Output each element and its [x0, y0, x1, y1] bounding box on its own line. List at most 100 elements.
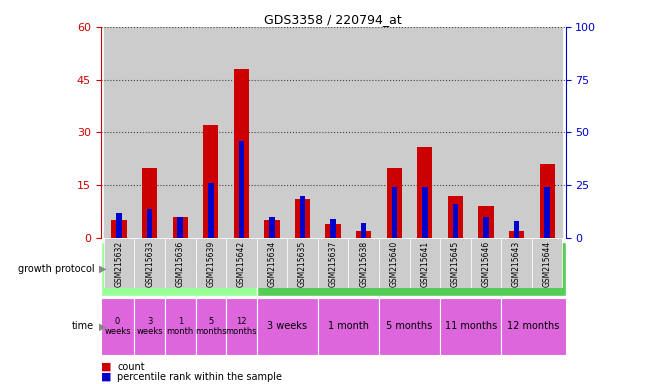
Text: count: count	[117, 362, 144, 372]
Bar	[239, 141, 244, 238]
Text: GSM215635: GSM215635	[298, 240, 307, 287]
Text: 5
months: 5 months	[195, 317, 227, 336]
Bar	[269, 217, 275, 238]
Bar	[379, 27, 410, 238]
Bar	[104, 238, 135, 288]
Text: GSM215639: GSM215639	[206, 240, 215, 287]
Bar	[101, 242, 257, 296]
Text: GSM215646: GSM215646	[482, 240, 491, 287]
Bar	[422, 187, 428, 238]
Bar	[257, 27, 287, 238]
Text: percentile rank within the sample: percentile rank within the sample	[117, 372, 282, 382]
Bar	[135, 298, 165, 355]
Bar	[448, 196, 463, 238]
Text: GSM215633: GSM215633	[145, 240, 154, 287]
Bar	[147, 209, 152, 238]
Text: GSM215644: GSM215644	[543, 240, 552, 287]
Text: 5 months: 5 months	[387, 321, 433, 331]
Bar	[142, 168, 157, 238]
Title: GDS3358 / 220794_at: GDS3358 / 220794_at	[265, 13, 402, 26]
Bar	[501, 238, 532, 288]
Text: GSM215642: GSM215642	[237, 240, 246, 287]
Text: androgen-deprived: androgen-deprived	[358, 264, 465, 274]
Bar	[410, 238, 440, 288]
Bar	[387, 168, 402, 238]
Bar	[300, 196, 306, 238]
Bar	[440, 27, 471, 238]
Text: 1
month: 1 month	[166, 317, 194, 336]
Bar	[471, 238, 501, 288]
Bar	[226, 298, 257, 355]
Bar	[234, 69, 249, 238]
Text: GSM215641: GSM215641	[421, 240, 430, 287]
Bar	[203, 126, 218, 238]
Text: 12
months: 12 months	[226, 317, 257, 336]
Bar	[348, 238, 379, 288]
Bar	[509, 231, 524, 238]
Text: GSM215645: GSM215645	[451, 240, 460, 287]
Bar	[452, 204, 458, 238]
Bar	[287, 238, 318, 288]
Bar	[540, 164, 555, 238]
Text: 12 months: 12 months	[507, 321, 560, 331]
Bar	[318, 298, 379, 355]
Bar	[532, 27, 562, 238]
Bar	[116, 213, 122, 238]
Bar	[361, 223, 367, 238]
Bar	[318, 27, 348, 238]
Bar	[478, 207, 493, 238]
Bar	[348, 27, 379, 238]
Bar	[173, 217, 188, 238]
Bar	[356, 231, 371, 238]
Bar	[330, 219, 336, 238]
Bar	[440, 238, 471, 288]
Text: GSM215638: GSM215638	[359, 240, 368, 287]
Bar	[135, 238, 165, 288]
Bar	[379, 238, 410, 288]
Bar	[379, 298, 440, 355]
Text: ■: ■	[101, 372, 111, 382]
Bar	[501, 27, 532, 238]
Text: GSM215636: GSM215636	[176, 240, 185, 287]
Bar	[226, 238, 257, 288]
Bar	[165, 298, 196, 355]
Bar	[265, 220, 279, 238]
Bar	[257, 242, 566, 296]
Text: control: control	[159, 264, 198, 274]
Bar	[208, 183, 214, 238]
Bar	[295, 199, 310, 238]
Bar	[532, 238, 562, 288]
Bar	[135, 27, 165, 238]
Bar	[196, 27, 226, 238]
Text: ▶: ▶	[99, 321, 107, 331]
Bar	[440, 298, 501, 355]
Text: 3 weeks: 3 weeks	[267, 321, 307, 331]
Bar	[545, 187, 550, 238]
Bar	[257, 238, 287, 288]
Bar	[287, 27, 318, 238]
Bar	[165, 27, 196, 238]
Bar	[101, 298, 135, 355]
Bar	[196, 238, 226, 288]
Text: ▶: ▶	[99, 264, 107, 274]
Bar	[501, 298, 566, 355]
Text: 11 months: 11 months	[445, 321, 497, 331]
Text: GSM215632: GSM215632	[114, 240, 124, 287]
Bar	[410, 27, 440, 238]
Text: time: time	[72, 321, 94, 331]
Bar	[514, 221, 519, 238]
Bar	[318, 238, 348, 288]
Text: GSM215634: GSM215634	[267, 240, 276, 287]
Bar	[257, 298, 318, 355]
Text: growth protocol: growth protocol	[18, 264, 94, 274]
Bar	[471, 27, 501, 238]
Bar	[111, 220, 127, 238]
Bar	[196, 298, 226, 355]
Bar	[326, 224, 341, 238]
Bar	[483, 217, 489, 238]
Bar	[391, 187, 397, 238]
Text: 3
weeks: 3 weeks	[136, 317, 163, 336]
Text: GSM215637: GSM215637	[329, 240, 337, 287]
Text: 1 month: 1 month	[328, 321, 369, 331]
Bar	[226, 27, 257, 238]
